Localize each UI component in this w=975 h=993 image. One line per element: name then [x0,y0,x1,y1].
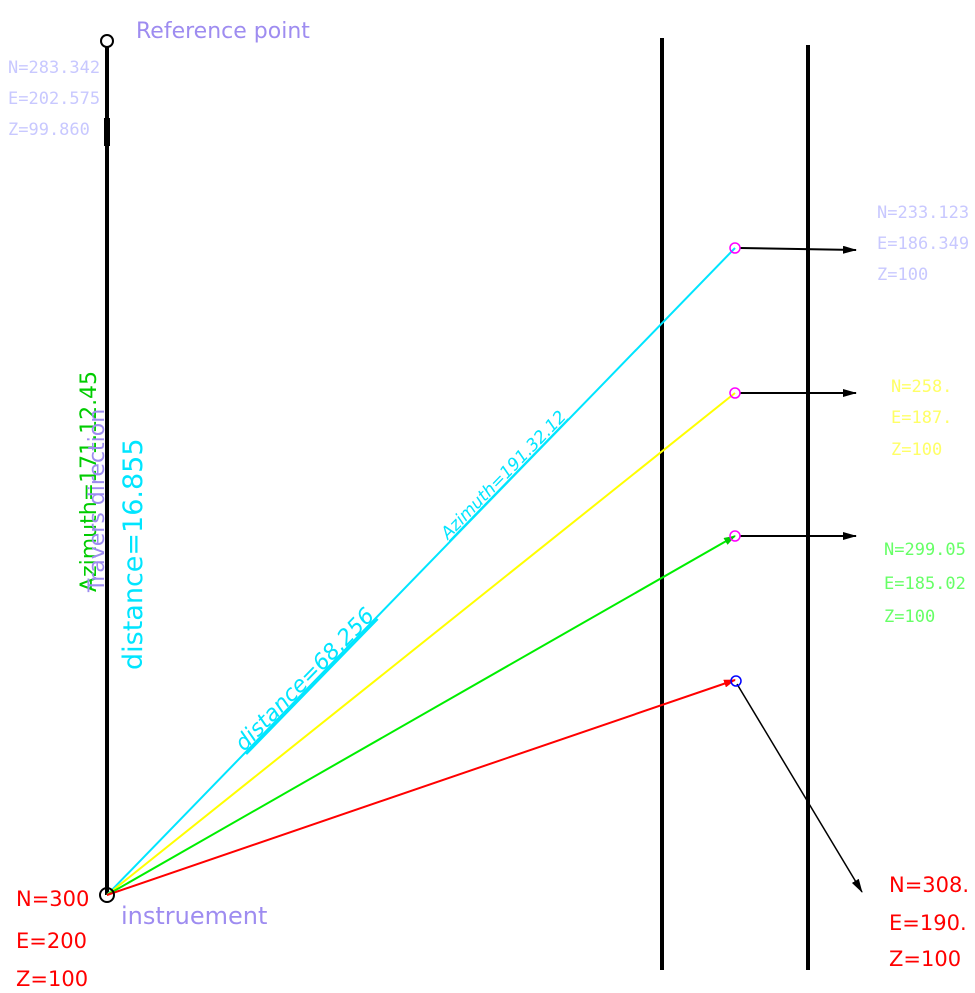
target-4-coords: N=308. E=190. Z=100 [889,873,969,971]
instrument-label: instruement [121,902,267,930]
offset-arrow-1 [739,245,857,254]
offset-arrow-4 [736,683,863,893]
reference-point-circle [100,34,114,48]
target-4-coord-n: N=308. [889,873,969,897]
target-2-coord-z: Z=100 [891,440,942,460]
azimuth-main-label: Azimuth=171.12.45 [77,371,102,592]
traverse-arrow-mark [104,118,110,146]
target-1-coord-e: E=186.349 [877,234,969,254]
target-1-coord-z: Z=100 [877,265,928,285]
target-1-coord-n: N=233.123 [877,203,969,223]
instrument-circle [99,887,115,903]
target-circle-3 [729,530,741,542]
instrument-coord-z: Z=100 [16,967,88,991]
reference-coord-z: Z=99.860 [8,120,90,140]
reference-coord-e: E=202.575 [8,89,100,109]
target-2-coord-n: N=258. [891,377,952,397]
travers-direction-label: Travers direction [85,409,110,593]
target-3-coord-n: N=299.05 [884,540,966,560]
instrument-coord-e: E=200 [16,929,87,953]
reference-coord-n: N=283.342 [8,58,100,78]
target-circle-1 [729,242,741,254]
ray-green [106,535,736,896]
target-4-coord-z: Z=100 [889,947,961,971]
distance-cyan-label: distance=68.256 [230,604,379,757]
target-1-coords: N=233.123 E=186.349 Z=100 [877,203,969,285]
instrument-coord-n: N=300 [16,887,89,911]
ray-red [106,679,736,896]
ray-cyan [106,247,736,896]
azimuth-cyan-label: Azimuth=191.32.12 [437,407,571,544]
distance-main-label: distance=16.855 [118,438,149,670]
target-4-coord-e: E=190. [889,911,967,935]
target-3-coord-z: Z=100 [884,607,935,627]
target-circle-2 [729,387,741,399]
reference-point-label: Reference point [136,19,310,44]
target-2-coords: N=258. E=187. Z=100 [891,377,952,460]
target-circle-4 [730,675,742,687]
target-2-coord-e: E=187. [891,408,952,428]
target-3-coord-e: E=185.02 [884,574,966,594]
ray-yellow [106,392,736,896]
target-3-coords: N=299.05 E=185.02 Z=100 [884,540,966,627]
